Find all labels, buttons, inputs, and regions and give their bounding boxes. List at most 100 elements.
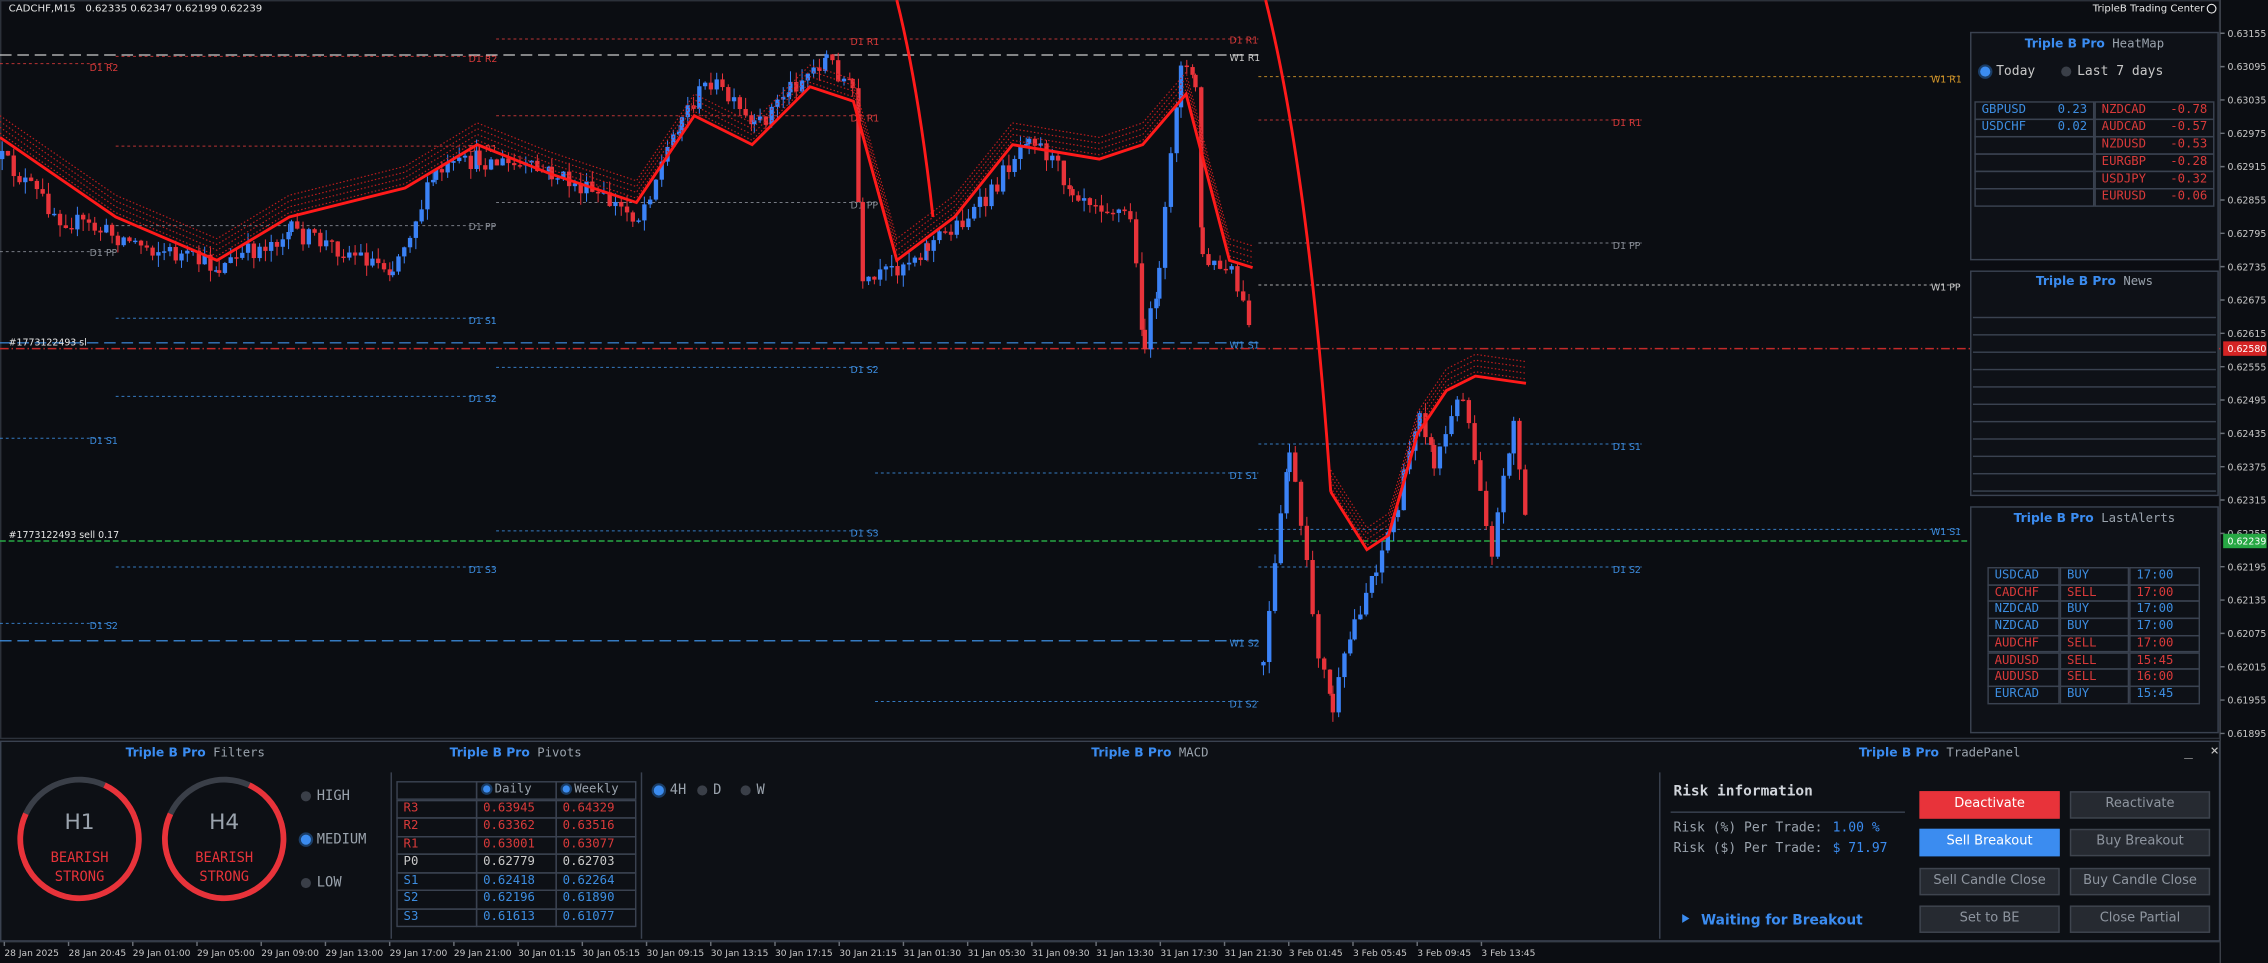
candle-body <box>1055 155 1061 161</box>
macd-tab[interactable]: 4H <box>653 783 686 798</box>
candle-body <box>329 240 335 242</box>
pair: USDCHF <box>1981 120 2027 135</box>
candle-body <box>1437 446 1443 469</box>
heatmap-cell <box>1974 153 2095 173</box>
trade-button[interactable]: Deactivate <box>1919 791 2060 819</box>
trade-button[interactable]: Reactivate <box>2069 791 2211 819</box>
time-label: 29 Jan 13:00 <box>325 949 383 959</box>
candle-body <box>358 252 364 256</box>
trade-button[interactable]: Buy Breakout <box>2069 829 2211 857</box>
candle-body <box>196 250 202 265</box>
score: -0.53 <box>2170 137 2208 152</box>
candle-body <box>40 189 45 194</box>
macd-tab[interactable]: W <box>740 783 765 798</box>
candle-body <box>769 106 774 125</box>
radio <box>697 785 708 796</box>
time-label: 3 Feb 01:45 <box>1289 949 1343 959</box>
candle-body <box>1385 532 1391 551</box>
heatmap-cell <box>1974 188 2095 207</box>
level-label: D1 S1 <box>90 436 118 447</box>
candle-body <box>607 192 612 207</box>
alert-cell: EURCAD <box>1987 685 2060 704</box>
candle-body <box>1044 143 1049 161</box>
trade-button[interactable]: Close Partial <box>2069 905 2211 933</box>
trade-button[interactable]: Sell Breakout <box>1919 829 2060 857</box>
price-tag-label: 0.62580 <box>2228 344 2267 355</box>
candle-body <box>1142 329 1148 350</box>
candle-body <box>906 262 912 265</box>
candle-body <box>1229 266 1234 270</box>
candle-body <box>1162 206 1168 268</box>
news-row <box>1972 388 2216 406</box>
price-label: 0.62855 <box>2228 196 2267 207</box>
gauge-timeframe: H4 <box>209 808 240 835</box>
heatmap-option[interactable]: Today <box>1980 65 2035 80</box>
candle-body <box>474 150 479 169</box>
candle-body <box>972 206 977 219</box>
candle-body <box>1006 165 1012 173</box>
candle-body <box>866 276 871 282</box>
news-row <box>1972 370 2216 388</box>
score: -0.78 <box>2170 102 2208 118</box>
level-label: W1 R1 <box>1229 53 1260 64</box>
window-controls[interactable]: _ × <box>2184 743 2219 760</box>
trade-button[interactable]: Sell Candle Close <box>1919 867 2060 895</box>
candle-body <box>216 270 222 273</box>
heatmap-option[interactable]: Last 7 days <box>2061 65 2163 80</box>
trade-button[interactable]: Buy Candle Close <box>2069 867 2211 895</box>
candle-body <box>1401 469 1406 511</box>
candle-body <box>1178 65 1184 108</box>
price-tag <box>2223 341 2267 356</box>
level-label: W1 S1 <box>1931 527 1961 538</box>
candle-body <box>781 97 786 100</box>
level-label: W1 R1 <box>1931 74 1962 85</box>
trend-line <box>1264 0 1333 492</box>
level-label: D1 R1 <box>1613 118 1642 129</box>
heatmap-cell: NZDUSD -0.53 <box>2094 135 2215 155</box>
alert-cell: BUY <box>2059 567 2130 586</box>
candles <box>0 0 1528 722</box>
alert-cell: 15:45 <box>2129 685 2201 704</box>
symbol: CADCHF,M15 <box>9 4 76 15</box>
gauge-bias: BEARISH <box>195 850 254 867</box>
candle-body <box>817 67 822 71</box>
pivot-cell: 0.62418 <box>475 871 557 892</box>
pivot-header[interactable]: Daily <box>475 781 557 800</box>
panel-title: Triple B Pro MACD <box>641 746 1659 760</box>
candle-body <box>1038 143 1043 146</box>
candle-body <box>889 266 894 268</box>
trade-button[interactable]: Set to BE <box>1919 905 2060 933</box>
candle-body <box>1190 67 1195 75</box>
candle-body <box>1374 572 1379 576</box>
filter-option[interactable]: HIGH <box>300 788 350 804</box>
candle-body <box>208 254 213 271</box>
candle-body <box>81 214 86 220</box>
candle-body <box>937 231 942 241</box>
panel-title: Triple B Pro LastAlerts <box>1970 512 2219 526</box>
candle-body <box>720 79 725 88</box>
filter-option[interactable]: LOW <box>300 875 342 891</box>
candle-body <box>413 221 419 238</box>
candle-body <box>676 131 682 135</box>
candle-body <box>1517 420 1522 470</box>
candle-body <box>150 247 155 256</box>
pivot-cell: 0.61077 <box>555 907 637 928</box>
alert-cell: 17:00 <box>2129 583 2201 603</box>
panel-brand: Triple B Pro <box>449 746 530 761</box>
candle-body <box>697 86 702 109</box>
candle-body <box>653 179 659 200</box>
panel-brand: Triple B Pro <box>1858 746 1940 761</box>
candle-body <box>636 220 641 222</box>
pivot-header[interactable]: Weekly <box>555 781 637 800</box>
bottom-panel <box>0 740 2221 942</box>
filter-option[interactable]: MEDIUM <box>300 832 366 848</box>
macd-tab[interactable]: D <box>697 783 721 798</box>
candle-body <box>318 232 323 247</box>
candle-body <box>931 240 936 251</box>
candle-body <box>1076 195 1081 201</box>
level-label: D1 S2 <box>90 621 118 632</box>
candle-body <box>737 97 743 110</box>
candle-body <box>396 256 401 272</box>
candle-body <box>925 243 931 251</box>
candle-body <box>370 258 375 266</box>
